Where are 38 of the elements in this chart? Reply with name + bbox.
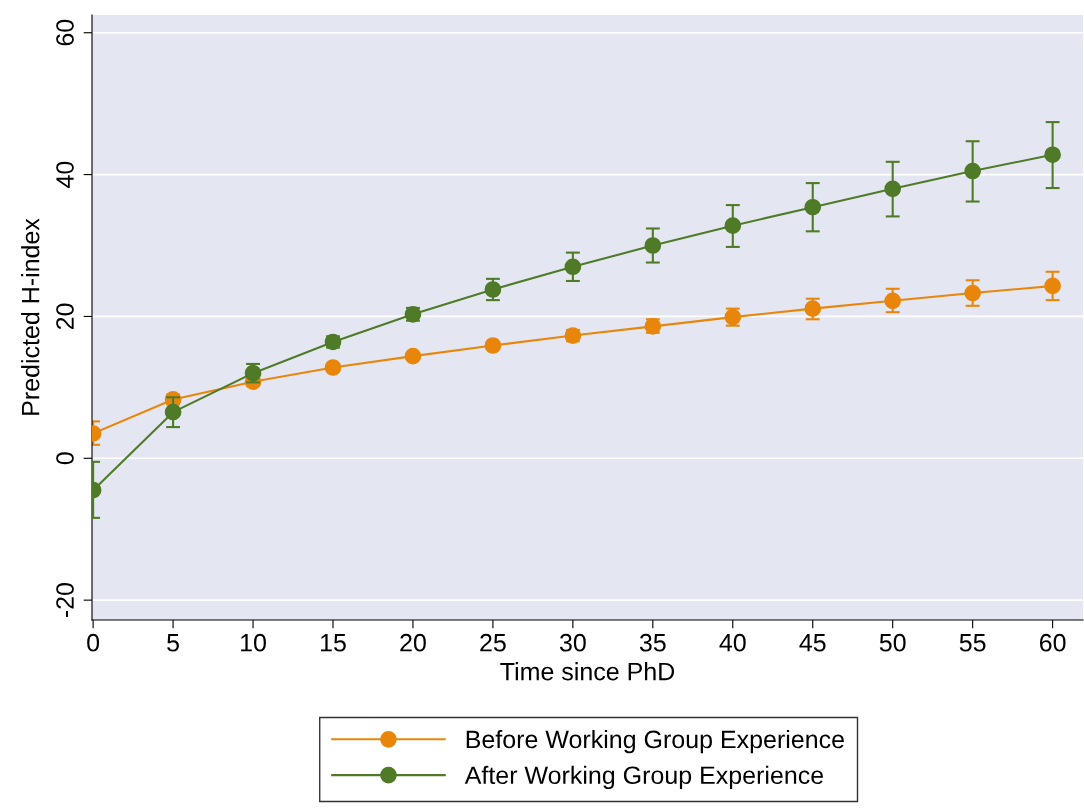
point	[484, 337, 502, 354]
point	[644, 237, 662, 254]
x-tick-label: 60	[1039, 633, 1066, 652]
y-tick-label: -20	[56, 583, 74, 618]
y-tick-label: 20	[56, 303, 74, 330]
point	[724, 217, 742, 234]
x-tick-label: 45	[799, 634, 826, 652]
point	[884, 292, 902, 310]
point	[964, 284, 981, 302]
legend-label: After Working Group Experience	[464, 765, 824, 790]
x-tick-label: 55	[959, 634, 986, 652]
legend-label: Before Working Group Experience	[466, 729, 844, 754]
y-tick-label: 0	[56, 452, 74, 465]
x-tick-label: 25	[480, 633, 506, 652]
point	[804, 300, 822, 317]
point	[1044, 146, 1061, 164]
point	[564, 258, 582, 276]
x-tick-label: 20	[400, 633, 426, 652]
x-axis-title: Time since PhD	[500, 662, 675, 681]
x-tick-label: 40	[719, 633, 746, 652]
y-tick-label: 60	[56, 19, 74, 46]
x-tick-label: 35	[639, 633, 666, 652]
point	[404, 347, 422, 365]
point	[1044, 277, 1061, 295]
x-tick-label: 30	[559, 633, 586, 652]
y-axis-title: Predicted H-index	[21, 218, 40, 415]
x-tick-label: 0	[87, 633, 100, 652]
point	[484, 281, 502, 298]
point	[884, 180, 902, 198]
x-tick-label: 50	[879, 633, 906, 652]
point	[964, 162, 981, 180]
point	[804, 198, 822, 216]
point	[164, 403, 182, 421]
x-tick-label: 5	[167, 634, 179, 652]
x-tick-label: 10	[241, 633, 266, 652]
y-tick-label: 40	[56, 161, 74, 188]
x-tick-label: 15	[321, 634, 346, 652]
point	[324, 359, 342, 376]
